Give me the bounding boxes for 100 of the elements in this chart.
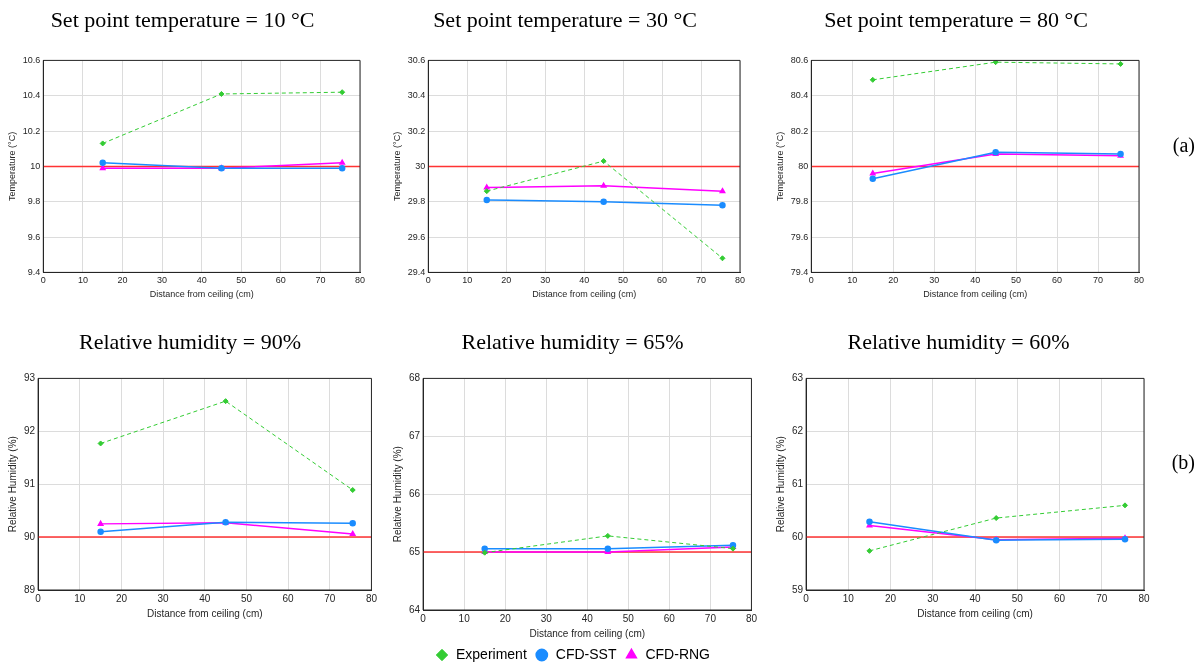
chart-title: Set point temperature = 80 °C xyxy=(824,6,1088,32)
chart-title: Relative humidity = 60% xyxy=(847,328,1070,354)
x-tick-label: 40 xyxy=(579,275,590,286)
x-tick-label: 60 xyxy=(1052,275,1063,286)
x-tick-label: 80 xyxy=(1138,592,1150,604)
y-axis-title: Temperature (°C) xyxy=(774,131,785,201)
y-tick-label: 30 xyxy=(415,160,426,171)
x-tick-label: 60 xyxy=(657,275,668,286)
x-tick-label: 60 xyxy=(275,275,286,286)
x-tick-label: 50 xyxy=(622,612,635,624)
y-tick-label: 10.4 xyxy=(22,90,41,101)
x-tick-label: 70 xyxy=(696,275,707,286)
x-tick-label: 10 xyxy=(842,592,855,604)
y-tick-label: 30.6 xyxy=(407,54,426,65)
x-tick-label: 70 xyxy=(1093,275,1104,286)
chart-title: Set point temperature = 30 °C xyxy=(433,6,697,32)
y-tick-label: 10.2 xyxy=(22,125,41,136)
x-tick-label: 70 xyxy=(315,275,326,286)
y-tick-label: 64 xyxy=(409,603,421,615)
x-tick-label: 20 xyxy=(115,592,128,604)
y-tick-label: 61 xyxy=(792,477,804,489)
x-tick-label: 30 xyxy=(540,612,553,624)
y-tick-label: 92 xyxy=(24,425,36,437)
x-tick-label: 80 xyxy=(745,612,758,624)
x-tick-label: 40 xyxy=(581,612,594,624)
x-tick-label: 50 xyxy=(618,275,629,286)
y-tick-label: 68 xyxy=(409,372,421,384)
y-tick-label: 65 xyxy=(409,545,421,557)
x-axis-title: Distance from ceiling (cm) xyxy=(149,289,254,300)
x-tick-label: 0 xyxy=(425,275,431,286)
x-tick-label: 0 xyxy=(40,275,46,286)
y-tick-label: 9.4 xyxy=(27,266,41,277)
x-tick-label: 70 xyxy=(1096,592,1108,604)
y-tick-label: 9.8 xyxy=(27,196,41,207)
x-tick-label: 40 xyxy=(969,592,982,604)
y-tick-label: 30.2 xyxy=(407,125,426,136)
legend-label: CFD-RNG xyxy=(645,645,711,662)
y-tick-label: 89 xyxy=(24,583,36,595)
y-tick-label: 80.2 xyxy=(790,125,809,136)
x-tick-label: 60 xyxy=(1053,592,1066,604)
x-tick-label: 10 xyxy=(847,275,858,286)
y-tick-label: 29.4 xyxy=(407,266,426,277)
chart-title: Set point temperature = 10 °C xyxy=(50,6,315,32)
x-tick-label: 10 xyxy=(458,612,471,624)
chart-title: Relative humidity = 90% xyxy=(79,328,301,354)
x-tick-label: 10 xyxy=(77,275,88,286)
y-tick-label: 79.8 xyxy=(790,196,809,207)
y-tick-label: 60 xyxy=(792,530,804,542)
y-tick-label: 62 xyxy=(792,425,804,437)
chart-title: Relative humidity = 65% xyxy=(461,328,684,354)
x-tick-label: 80 xyxy=(354,275,366,286)
x-tick-label: 10 xyxy=(74,592,86,604)
y-tick-label: 80.4 xyxy=(790,90,809,101)
y-tick-label: 9.6 xyxy=(27,231,41,242)
y-tick-label: 91 xyxy=(24,477,36,489)
x-tick-label: 80 xyxy=(365,592,378,604)
y-tick-label: 29.8 xyxy=(407,196,426,207)
y-tick-label: 29.6 xyxy=(407,231,426,242)
x-tick-label: 20 xyxy=(885,592,897,604)
x-tick-label: 50 xyxy=(236,275,247,286)
y-tick-label: 10.6 xyxy=(22,54,41,65)
x-tick-label: 40 xyxy=(970,275,981,286)
x-tick-label: 20 xyxy=(117,275,128,286)
text: (a) xyxy=(1172,133,1195,157)
x-tick-label: 70 xyxy=(324,592,336,604)
x-tick-label: 50 xyxy=(1011,592,1024,604)
y-axis-title: Temperature (°C) xyxy=(6,131,17,201)
y-axis-title: Temperature (°C) xyxy=(391,131,402,201)
x-tick-label: 30 xyxy=(540,275,551,286)
x-tick-label: 60 xyxy=(663,612,676,624)
y-tick-label: 79.4 xyxy=(790,266,809,277)
x-tick-label: 0 xyxy=(808,275,814,286)
x-tick-label: 50 xyxy=(1011,275,1022,286)
y-tick-label: 63 xyxy=(792,372,804,384)
x-tick-label: 10 xyxy=(462,275,473,286)
x-tick-label: 70 xyxy=(704,612,717,624)
x-axis-title: Distance from ceiling (cm) xyxy=(146,607,263,619)
x-axis-title: Distance from ceiling (cm) xyxy=(917,607,1033,619)
legend-label: CFD-SST xyxy=(555,645,617,662)
y-tick-label: 79.6 xyxy=(790,231,809,242)
x-tick-label: 20 xyxy=(888,275,899,286)
x-tick-label: 0 xyxy=(35,592,42,604)
x-tick-label: 80 xyxy=(734,275,746,286)
y-tick-label: 67 xyxy=(409,430,421,442)
y-tick-label: 80.6 xyxy=(790,54,809,65)
x-tick-label: 50 xyxy=(240,592,253,604)
y-tick-label: 59 xyxy=(792,583,804,595)
y-axis-title: Relative Humidity (%) xyxy=(774,436,786,533)
x-tick-label: 60 xyxy=(282,592,295,604)
x-tick-label: 20 xyxy=(499,612,512,624)
y-axis-title: Relative Humidity (%) xyxy=(391,446,403,543)
y-axis-title: Relative Humidity (%) xyxy=(6,436,18,533)
x-tick-label: 20 xyxy=(501,275,512,286)
x-axis-title: Distance from ceiling (cm) xyxy=(529,627,646,639)
y-tick-label: 90 xyxy=(24,530,36,542)
x-tick-label: 40 xyxy=(199,592,211,604)
y-tick-label: 30.4 xyxy=(407,90,426,101)
legend-label: Experiment xyxy=(455,645,527,662)
y-tick-label: 66 xyxy=(409,487,421,499)
x-tick-label: 0 xyxy=(420,612,427,624)
